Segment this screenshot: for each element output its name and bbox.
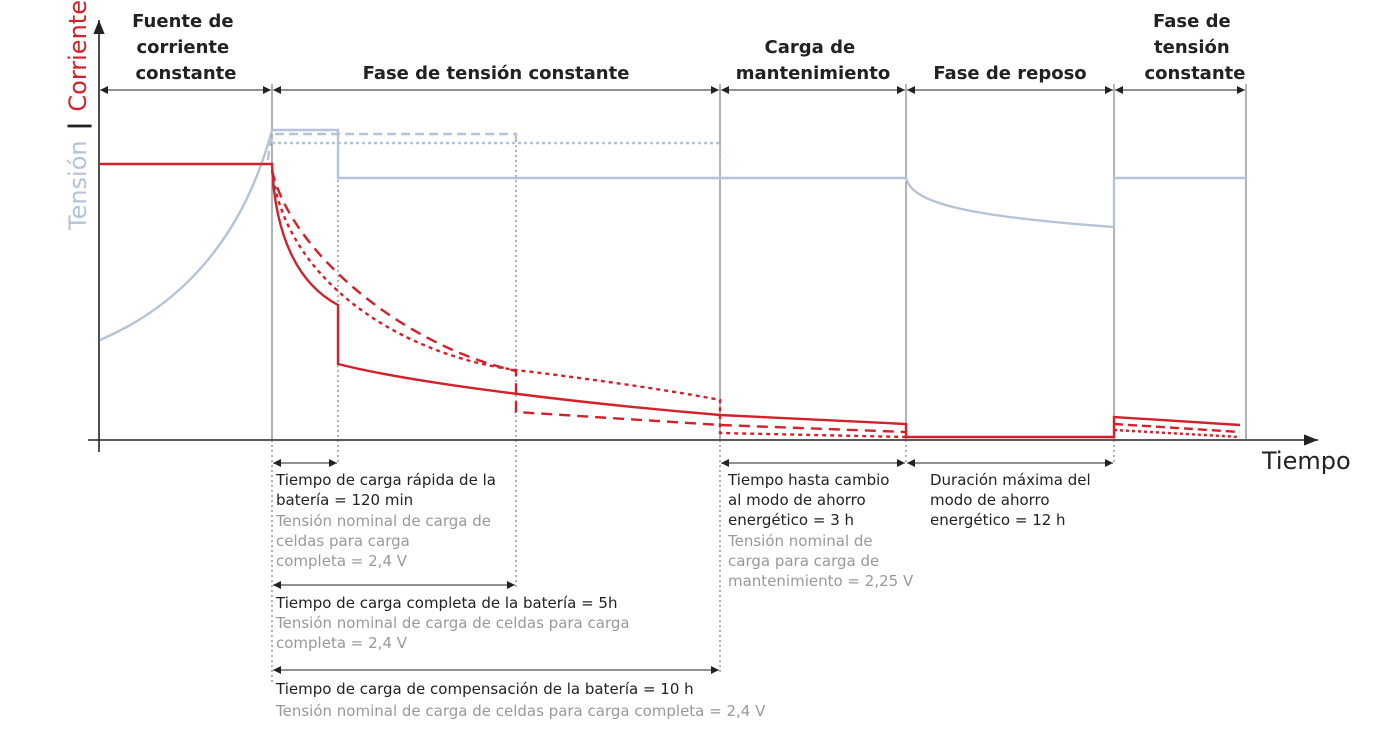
- note-fast-charge-sub: Tensión nominal de carga de celdas para …: [275, 512, 496, 570]
- x-axis-label: Tiempo: [1261, 447, 1351, 475]
- time-arrows: [273, 459, 1113, 674]
- current-curve-full: [270, 169, 907, 434]
- note-fast-charge-title: Tiempo de carga rápida de la batería = 1…: [275, 471, 501, 509]
- phase-label-constant-current: Fuente de corriente constante: [132, 11, 240, 84]
- phase-label-maintenance: Carga de mantenimiento: [736, 37, 890, 84]
- note-maintenance-title: Tiempo hasta cambio al modo de ahorro en…: [727, 471, 894, 529]
- current-curves: [100, 162, 1241, 439]
- phase-label-constant-voltage: Fase de tensión constante: [363, 63, 630, 84]
- guide-lines: [271, 140, 1115, 684]
- note-equalization-title: Tiempo de carga de compensación de la ba…: [275, 680, 694, 698]
- voltage-curve-fast: [99, 128, 1246, 342]
- y-axis-title: Tensión | Corriente: [64, 0, 92, 231]
- note-maintenance-sub: Tensión nominal de carga para carga de m…: [727, 532, 914, 590]
- svg-text:Tensión|Corriente: Tensión | Corriente: [64, 0, 92, 231]
- phase-label-constant-voltage-2: Fase de tensión constante: [1145, 11, 1246, 84]
- current-curve-equalization: [270, 169, 907, 439]
- note-rest-title: Duración máxima del modo de ahorro energ…: [930, 471, 1095, 529]
- current-curve-fast: [100, 162, 1241, 439]
- phase-boundaries: [271, 84, 1247, 440]
- y-axis-voltage-label: Tensión: [64, 140, 92, 231]
- voltage-curves: [99, 128, 1246, 342]
- note-full-charge-title: Tiempo de carga completa de la batería =…: [275, 594, 617, 612]
- y-axis-separator: |: [64, 122, 92, 131]
- current-curve-tail-dotted: [1113, 428, 1241, 439]
- note-equalization-sub: Tensión nominal de carga de celdas para …: [275, 702, 766, 720]
- voltage-curve-full: [266, 132, 518, 161]
- phase-label-rest: Fase de reposo: [933, 63, 1086, 84]
- current-curve-tail-dashed: [1113, 422, 1241, 434]
- y-axis-current-label: Corriente: [64, 0, 92, 112]
- note-full-charge-sub: Tensión nominal de carga de celdas para …: [275, 614, 634, 652]
